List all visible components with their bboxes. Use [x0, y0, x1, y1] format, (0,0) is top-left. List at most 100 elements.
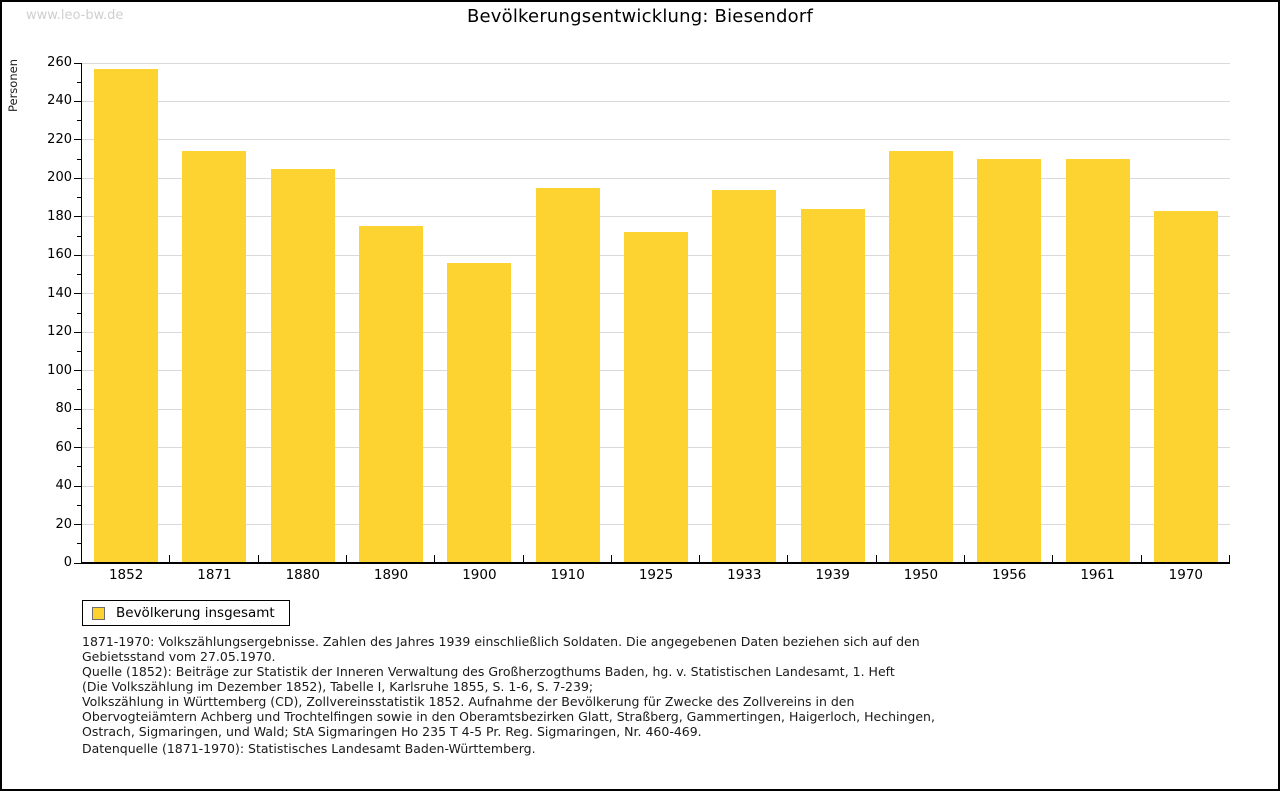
- legend: Bevölkerung insgesamt: [82, 600, 290, 626]
- bar: [977, 159, 1042, 563]
- y-axis-tick: [74, 370, 81, 372]
- x-axis-tick-label: 1950: [903, 567, 939, 583]
- y-axis-minor-tick: [77, 274, 81, 276]
- y-axis-tick: [74, 216, 81, 218]
- y-axis-tick-label: 140: [47, 285, 72, 301]
- gridline: [82, 100, 1230, 102]
- bar: [1153, 211, 1218, 563]
- y-axis-tick: [74, 254, 81, 256]
- y-axis-minor-tick: [77, 235, 81, 237]
- footnote-line: Volkszählung in Württemberg (CD), Zollve…: [82, 694, 855, 709]
- y-axis-minor-tick: [77, 81, 81, 83]
- y-axis-minor-tick: [77, 120, 81, 122]
- bar: [447, 263, 512, 563]
- footnote-line: Gebietsstand vom 27.05.1970.: [82, 649, 276, 664]
- y-axis-tick: [74, 447, 81, 449]
- bar: [624, 232, 688, 563]
- y-axis-tick-label: 40: [55, 478, 72, 494]
- y-axis-tick-label: 80: [55, 401, 72, 417]
- x-axis-tick-label: 1890: [373, 567, 409, 583]
- bar: [800, 209, 865, 563]
- x-axis-tick: [522, 555, 524, 563]
- x-axis-tick-label: 1933: [727, 567, 762, 583]
- x-axis-tick: [875, 555, 877, 563]
- x-axis-tick-label: 1925: [638, 567, 674, 583]
- gridline: [82, 177, 1230, 179]
- bar: [535, 188, 600, 563]
- y-axis-minor-tick: [77, 158, 81, 160]
- y-axis-minor-tick: [77, 543, 81, 545]
- x-axis-tick-label: 1910: [550, 567, 585, 583]
- y-axis-line: [81, 63, 82, 563]
- y-axis-tick-label: 100: [47, 362, 72, 378]
- legend-swatch: [92, 606, 105, 620]
- bar: [888, 151, 953, 563]
- y-axis-tick-label: 20: [55, 516, 72, 532]
- gridline: [82, 216, 1230, 218]
- y-axis-tick: [74, 100, 81, 102]
- y-axis-minor-tick: [77, 466, 81, 468]
- x-axis-tick: [345, 555, 347, 563]
- bar: [712, 189, 777, 563]
- bar: [1065, 159, 1130, 563]
- y-axis-tick-label: 160: [47, 247, 72, 263]
- y-axis-minor-tick: [77, 312, 81, 314]
- bar: [270, 168, 335, 563]
- y-axis-minor-tick: [77, 389, 81, 391]
- x-axis-tick: [1229, 555, 1230, 563]
- x-axis-tick: [1140, 555, 1142, 563]
- x-axis-tick-label: 1961: [1080, 567, 1115, 583]
- x-axis-tick: [787, 555, 789, 563]
- y-axis-tick: [74, 562, 81, 564]
- x-axis-line: [81, 562, 1230, 564]
- page-title: Bevölkerungsentwicklung: Biesendorf: [466, 6, 814, 27]
- y-axis-tick-label: 220: [47, 131, 72, 147]
- footnote-line: Obervogteiämtern Achberg und Trochtelfin…: [82, 709, 935, 724]
- datasource-note: Datenquelle (1871-1970): Statistisches L…: [82, 741, 536, 756]
- y-axis-tick: [74, 177, 81, 179]
- gridline: [82, 62, 1230, 64]
- y-axis-tick: [74, 331, 81, 333]
- x-axis-tick-label: 1939: [815, 567, 850, 583]
- y-axis-tick-label: 180: [47, 208, 72, 224]
- y-axis-tick: [74, 293, 81, 295]
- bar: [182, 151, 247, 563]
- y-axis-tick: [74, 62, 81, 64]
- footnote-line: Quelle (1852): Beiträge zur Statistik de…: [82, 664, 895, 679]
- x-axis-tick: [610, 555, 612, 563]
- footnote-line: Ostrach, Sigmaringen, und Wald; StA Sigm…: [82, 724, 702, 739]
- y-axis-minor-tick: [77, 350, 81, 352]
- x-axis-tick: [257, 555, 259, 563]
- footnote-line: 1871-1970: Volkszählungsergebnisse. Zahl…: [82, 634, 920, 649]
- x-axis-tick: [699, 555, 701, 563]
- x-axis-tick: [1052, 555, 1054, 563]
- y-axis-minor-tick: [77, 197, 81, 199]
- x-axis-tick-label: 1852: [108, 567, 144, 583]
- y-axis-minor-tick: [77, 427, 81, 429]
- y-axis-tick-label: 60: [55, 439, 72, 455]
- gridline: [82, 139, 1230, 141]
- x-axis-tick: [434, 555, 436, 563]
- y-axis-tick: [74, 139, 81, 141]
- y-axis-tick: [74, 485, 81, 487]
- y-axis-tick: [74, 524, 81, 526]
- x-axis-tick: [964, 555, 966, 563]
- y-axis-tick-label: 120: [47, 324, 72, 340]
- y-axis-tick-label: 240: [47, 93, 72, 109]
- x-axis-tick-label: 1900: [462, 567, 497, 583]
- footnotes: 1871-1970: Volkszählungsergebnisse. Zahl…: [82, 634, 1202, 739]
- x-axis-tick-label: 1880: [285, 567, 320, 583]
- x-axis-tick-label: 1956: [992, 567, 1027, 583]
- x-axis-tick-label: 1871: [197, 567, 232, 583]
- x-axis-tick-label: 1970: [1168, 567, 1204, 583]
- y-axis-tick-label: 260: [47, 55, 72, 70]
- y-axis-title: Personen: [6, 59, 20, 113]
- y-axis-minor-tick: [77, 504, 81, 506]
- plot-area: 0 20 40 60 80 100 120 140 160 180 200 220 240 260 1852…: [47, 55, 1230, 583]
- y-axis-tick-label: 0: [63, 555, 72, 570]
- bar: [94, 68, 159, 563]
- y-axis-tick-label: 200: [47, 170, 72, 186]
- x-axis-tick: [169, 555, 171, 563]
- bar: [359, 226, 424, 563]
